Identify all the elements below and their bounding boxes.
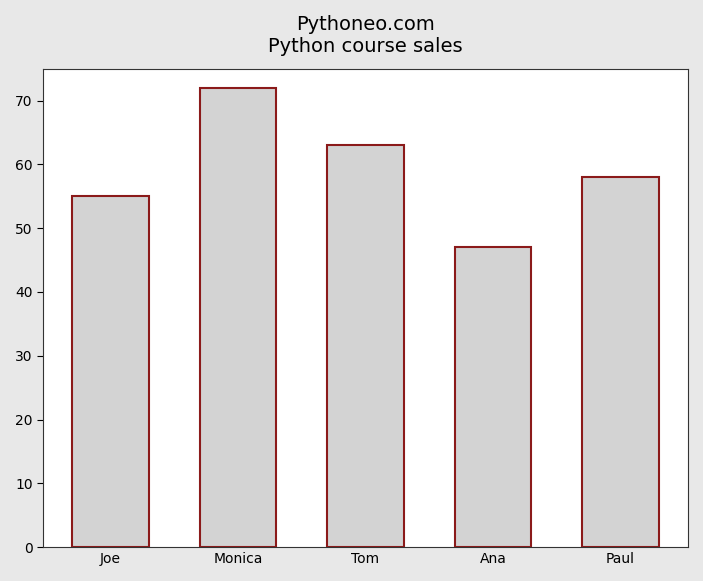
Bar bbox=[582, 177, 659, 547]
Title: Pythoneo.com
Python course sales: Pythoneo.com Python course sales bbox=[269, 15, 463, 56]
Bar bbox=[72, 196, 149, 547]
Bar bbox=[200, 88, 276, 547]
Bar bbox=[328, 145, 404, 547]
Bar bbox=[455, 248, 531, 547]
